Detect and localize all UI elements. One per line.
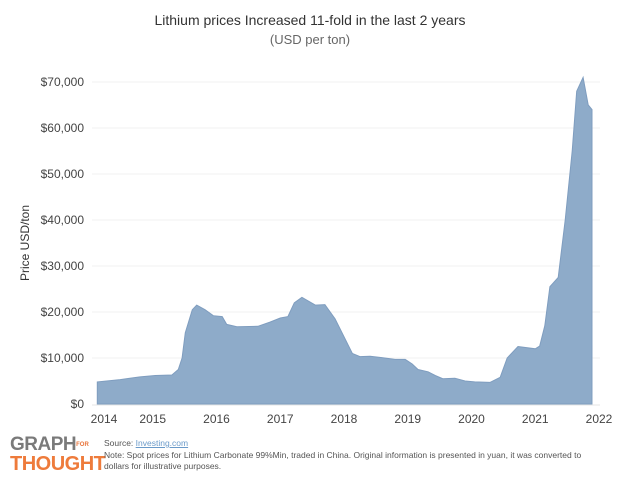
y-tick-label: $10,000: [41, 351, 85, 365]
y-tick-label: $60,000: [41, 121, 85, 135]
source-label: Source:: [104, 438, 136, 448]
y-axis-title: Price USD/ton: [18, 205, 32, 281]
chart-subtitle: (USD per ton): [269, 32, 351, 47]
source-link[interactable]: Investing.com: [135, 438, 189, 448]
logo-text-for: FOR: [76, 442, 89, 448]
x-tick-label: 2018: [331, 412, 358, 426]
y-tick-label: $0: [71, 397, 85, 411]
chart-footnote: Source: Investing.com Note: Spot prices …: [104, 438, 604, 473]
x-tick-label: 2020: [458, 412, 485, 426]
chart-title: Lithium prices Increased 11-fold in the …: [154, 12, 466, 28]
x-tick-label: 2014: [91, 412, 118, 426]
y-tick-label: $40,000: [41, 213, 85, 227]
logo-text-graph: GRAPH: [10, 434, 77, 455]
price-area: [96, 75, 593, 405]
graph-for-thought-logo: GRAPHFOR THOUGHT: [10, 434, 106, 475]
y-tick-label: $50,000: [41, 167, 85, 181]
x-tick-label: 2022: [586, 412, 613, 426]
y-tick-label: $70,000: [41, 75, 85, 89]
x-tick-label: 2021: [522, 412, 549, 426]
y-tick-label: $30,000: [41, 259, 85, 273]
x-tick-label: 2015: [139, 412, 166, 426]
note-text: Note: Spot prices for Lithium Carbonate …: [104, 449, 582, 472]
y-tick-label: $20,000: [41, 305, 85, 319]
area-chart: $0 $10,000 $20,000 $30,000 $40,000 $50,000 $60…: [18, 75, 613, 426]
x-tick-label: 2017: [267, 412, 294, 426]
x-tick-label: 2019: [394, 412, 421, 426]
logo-text-thought: THOUGHT: [10, 453, 106, 475]
x-tick-label: 2016: [203, 412, 230, 426]
